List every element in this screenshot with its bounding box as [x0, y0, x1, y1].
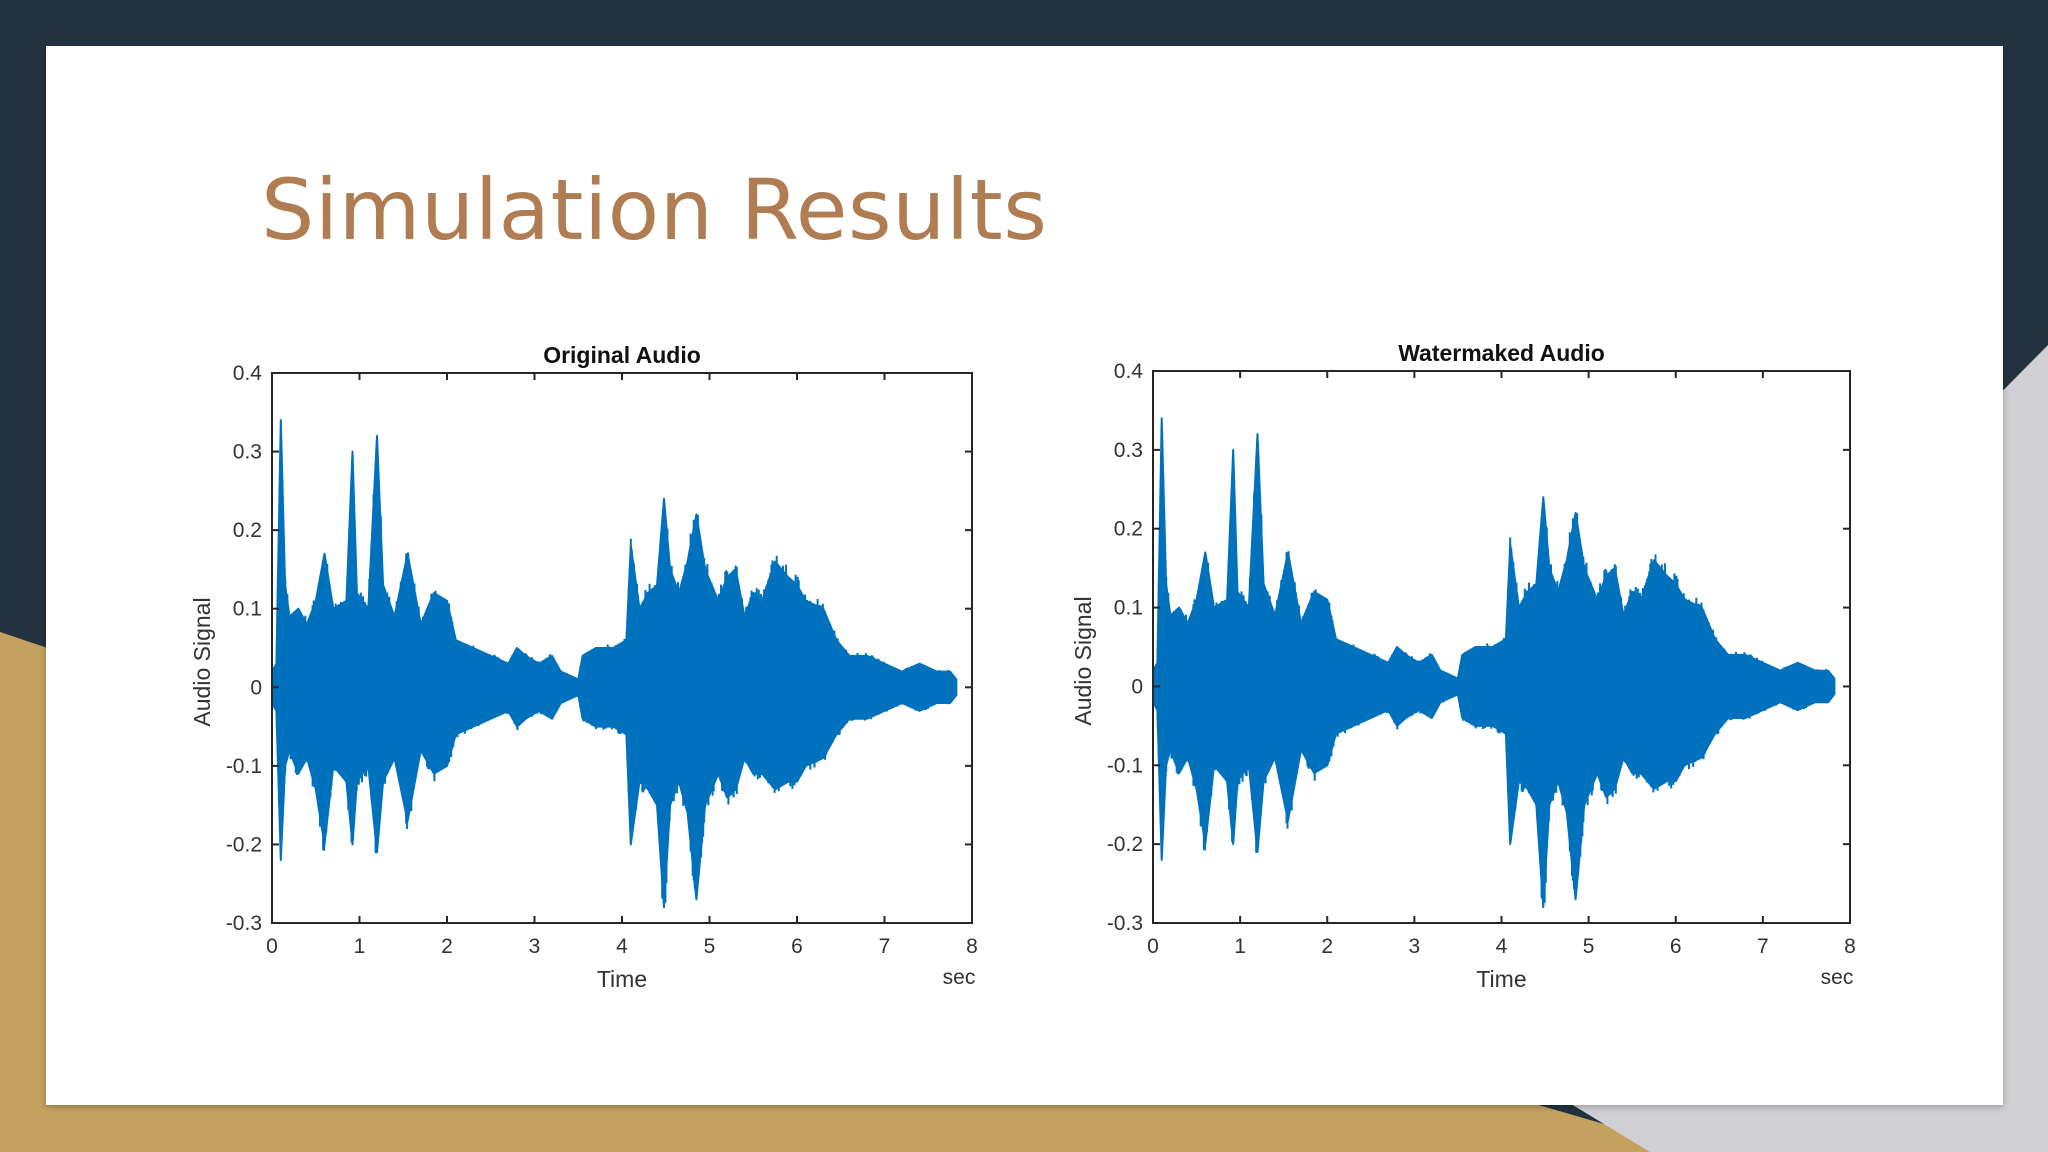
y-tick-label: -0.3	[226, 912, 262, 935]
y-tick-label: 0.1	[1114, 597, 1143, 620]
y-tick-label: -0.1	[226, 755, 262, 778]
y-tick-label: 0.3	[233, 441, 262, 464]
waveform-detail	[272, 447, 958, 903]
x-axis-unit: sec	[943, 966, 976, 989]
y-tick-label: 0	[250, 676, 262, 699]
chart-watermarked: 0 1 2 3 4 5 6 7 8 0.4 0.3 0.2 0.1 0 -0.1 -0.2 -0.3 Waterm…	[1070, 340, 1856, 992]
y-tick-label: 0.2	[1114, 518, 1143, 541]
x-axis-unit: sec	[1821, 966, 1854, 989]
x-tick-label: 7	[879, 935, 891, 958]
y-tick-label: 0.4	[233, 362, 263, 385]
y-tick-label: 0.2	[233, 519, 262, 542]
waveform-detail	[1153, 445, 1836, 903]
x-tick-label: 1	[1234, 935, 1246, 958]
x-tick-label: 2	[441, 935, 453, 958]
x-tick-label: 4	[616, 935, 628, 958]
y-tick-label: -0.1	[1107, 754, 1143, 777]
x-tick-label: 3	[529, 935, 541, 958]
y-tick-label: -0.3	[1107, 912, 1143, 935]
slide: Simulation Results 0 1 2 3 4 5 6 7 8 0.4 0.3 0.2 0.1…	[46, 46, 2003, 1105]
x-tick-label: 8	[1844, 935, 1856, 958]
x-tick-label: 5	[1583, 935, 1595, 958]
x-tick-label: 1	[354, 935, 366, 958]
y-tick-label: 0.3	[1114, 439, 1143, 462]
x-tick-label: 2	[1321, 935, 1333, 958]
y-tick-label: -0.2	[226, 833, 262, 856]
chart-original: 0 1 2 3 4 5 6 7 8 0.4 0.3 0.2 0.1 0 -0.1 -0.2 -0.3 Origin…	[189, 342, 978, 992]
x-tick-label: 7	[1757, 935, 1769, 958]
x-tick-label: 6	[791, 935, 803, 958]
x-tick-label: 6	[1670, 935, 1682, 958]
y-tick-label: 0.1	[233, 598, 262, 621]
x-tick-label: 4	[1496, 935, 1508, 958]
x-tick-label: 8	[966, 935, 978, 958]
y-axis-label: Audio Signal	[1070, 596, 1096, 725]
charts-area: 0 1 2 3 4 5 6 7 8 0.4 0.3 0.2 0.1 0 -0.1 -0.2 -0.3 Origin…	[189, 340, 1856, 992]
y-tick-label: -0.2	[1107, 833, 1143, 856]
y-tick-label: 0	[1131, 675, 1143, 698]
x-axis-label: Time	[1476, 966, 1526, 992]
y-tick-label: 0.4	[1114, 360, 1144, 383]
x-tick-label: 0	[1147, 935, 1159, 958]
y-axis-label: Audio Signal	[189, 597, 215, 726]
x-tick-label: 3	[1409, 935, 1421, 958]
chart-title: Original Audio	[543, 342, 701, 368]
x-axis-label: Time	[597, 966, 647, 992]
x-tick-label: 0	[266, 935, 278, 958]
x-tick-label: 5	[704, 935, 716, 958]
slide-title: Simulation Results	[261, 161, 1048, 259]
chart-title: Watermaked Audio	[1398, 340, 1605, 366]
